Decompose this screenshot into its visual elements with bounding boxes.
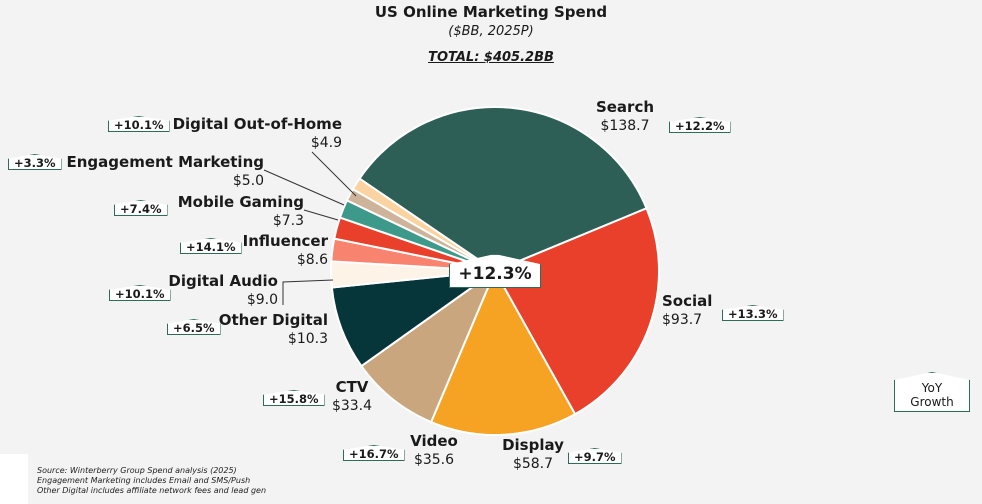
pie-slice-display: [429, 268, 577, 436]
growth-badge-engagement-marketing: +3.3%: [8, 154, 62, 170]
slice-label-engagement-marketing: Engagement Marketing $5.0: [66, 153, 265, 191]
chart-subtitle: ($BB, 2025P): [448, 24, 534, 39]
slice-value-digital-out-of-home: $4.9: [310, 135, 342, 151]
legend-line-2: Growth: [910, 395, 954, 409]
slice-label-social: Social $93.7: [662, 292, 712, 330]
slice-label-digital-out-of-home: Digital Out-of-Home $4.9: [170, 115, 342, 153]
slice-name-engagement-marketing: Engagement Marketing: [66, 153, 265, 171]
slice-name-digital-out-of-home: Digital Out-of-Home: [172, 115, 342, 133]
slice-value-mobile-gaming: $7.3: [272, 213, 304, 229]
footnotes: Source: Winterberry Group Spend analysis…: [37, 466, 266, 496]
slice-value-video: $35.6: [413, 452, 455, 468]
pie-slice-social: [493, 207, 660, 416]
growth-badge-digital-audio: +10.1%: [109, 285, 171, 301]
slice-value-search: $138.7: [600, 118, 650, 134]
slice-name-video: Video: [410, 432, 458, 450]
growth-badge-video: +16.7%: [343, 445, 405, 461]
slice-value-digital-audio: $9.0: [246, 292, 278, 308]
pie-slice-video: [359, 268, 498, 424]
corner-block: [0, 454, 28, 504]
slice-value-display: $58.7: [512, 456, 554, 472]
yoy-growth-legend: YoY Growth: [894, 372, 970, 412]
footnote-source: Source: Winterberry Group Spend analysis…: [37, 466, 237, 475]
slice-label-video: Video $35.6: [404, 432, 464, 470]
leader-line-digital-audio: [282, 279, 334, 305]
slice-label-display: Display $58.7: [498, 436, 568, 474]
slice-value-engagement-marketing: $5.0: [232, 173, 264, 189]
slice-label-digital-audio: Digital Audio $9.0: [150, 272, 278, 310]
growth-badge-digital-out-of-home: +10.1%: [108, 116, 170, 132]
slice-value-other-digital: $10.3: [287, 331, 328, 347]
growth-badge-search: +12.2%: [669, 117, 731, 133]
chart-total: TOTAL: $405.2BB: [428, 50, 554, 65]
growth-badge-influencer: +14.1%: [180, 238, 242, 254]
chart-title: US Online Marketing Spend: [374, 3, 608, 21]
pie-slice-search: [358, 106, 648, 273]
growth-badge-social: +13.3%: [722, 305, 784, 321]
legend-line-1: YoY: [921, 381, 943, 395]
slice-value-ctv: $33.4: [331, 398, 373, 414]
pie-slice-digital-out-of-home: [351, 177, 496, 272]
slice-name-display: Display: [502, 436, 564, 454]
slice-name-mobile-gaming: Mobile Gaming: [177, 193, 304, 211]
slice-label-search: Search $138.7: [590, 98, 660, 136]
leader-line-digital-out-of-home: [311, 151, 357, 197]
slice-name-digital-audio: Digital Audio: [168, 272, 278, 290]
slice-name-ctv: CTV: [335, 378, 369, 396]
slice-value-social: $93.7: [662, 312, 703, 328]
leader-line-mobile-gaming: [303, 209, 339, 221]
footnote-engagement: Engagement Marketing includes Email and …: [37, 476, 251, 485]
slice-name-social: Social: [662, 292, 713, 310]
slice-label-other-digital: Other Digital $10.3: [190, 311, 328, 349]
growth-badge-other-digital: +6.5%: [167, 319, 221, 335]
slice-label-influencer: Influencer $8.6: [226, 232, 328, 270]
growth-badge-mobile-gaming: +7.4%: [114, 200, 168, 216]
leader-line-engagement-marketing: [263, 169, 345, 206]
slice-name-influencer: Influencer: [242, 232, 328, 250]
slice-name-other-digital: Other Digital: [218, 311, 328, 329]
slice-label-ctv: CTV $33.4: [322, 378, 382, 416]
footnote-other-digital: Other Digital includes affiliate network…: [37, 486, 267, 495]
growth-badge-ctv: +15.8%: [263, 390, 325, 406]
slice-value-influencer: $8.6: [296, 252, 328, 268]
slice-name-search: Search: [595, 98, 655, 116]
growth-badge-display: +9.7%: [568, 448, 622, 464]
slice-label-mobile-gaming: Mobile Gaming $7.3: [172, 193, 304, 231]
